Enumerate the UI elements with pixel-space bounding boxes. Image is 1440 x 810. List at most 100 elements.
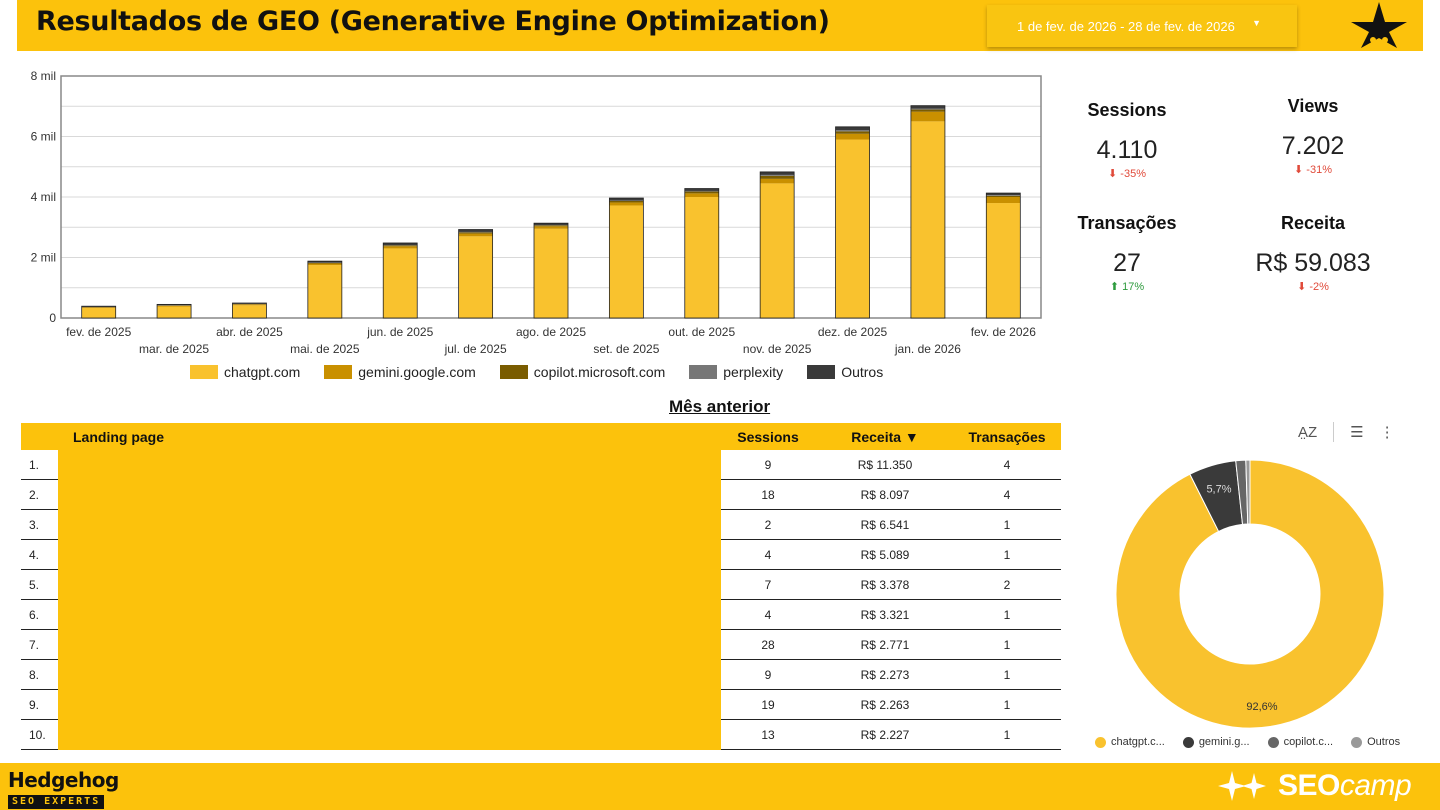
bar-segment-perplexity[interactable]: [835, 130, 870, 132]
bar-segment-gemini[interactable]: [81, 307, 116, 309]
bar-segment-copilot[interactable]: [609, 200, 644, 203]
table-row[interactable]: 4. 4 R$ 5.089 1: [21, 540, 1061, 570]
table-row[interactable]: 6. 4 R$ 3.321 1: [21, 600, 1061, 630]
bar-segment-gemini[interactable]: [835, 133, 870, 140]
bar-segment-gemini[interactable]: [383, 246, 418, 249]
bar-segment-copilot[interactable]: [986, 195, 1021, 197]
bar-segment-chatgpt[interactable]: [307, 265, 342, 318]
bar-segment-outros[interactable]: [534, 223, 568, 225]
table-row[interactable]: 10. 13 R$ 2.227 1: [21, 720, 1061, 750]
more-vert-icon[interactable]: ⋮: [1379, 424, 1395, 441]
legend-item-chatgpt[interactable]: chatgpt.com: [190, 364, 300, 380]
bar-segment-gemini[interactable]: [986, 197, 1021, 204]
donut-legend-dot-outros: [1351, 736, 1363, 748]
kpi-views-delta: ⬇ -31%: [1294, 164, 1332, 176]
legend-item-gemini[interactable]: gemini.google.com: [324, 364, 476, 380]
bar-segment-chatgpt[interactable]: [835, 139, 870, 318]
bar-segment-chatgpt[interactable]: [81, 308, 116, 318]
table-row[interactable]: 8. 9 R$ 2.273 1: [21, 660, 1061, 690]
bar-segment-gemini[interactable]: [157, 305, 192, 307]
row-receita: R$ 2.771: [860, 638, 910, 652]
column-header-transacoes[interactable]: Transações: [968, 429, 1046, 445]
donut-legend-item-gemini[interactable]: gemini.g...: [1182, 736, 1250, 748]
table-row[interactable]: 9. 19 R$ 2.263 1: [21, 690, 1061, 720]
bar-segment-outros[interactable]: [307, 261, 342, 263]
date-range-text: 1 de fev. de 2026 - 28 de fev. de 2026: [1017, 18, 1235, 34]
legend-item-copilot[interactable]: copilot.microsoft.com: [499, 364, 665, 380]
bar-segment-gemini[interactable]: [684, 193, 719, 197]
bar-segment-gemini[interactable]: [307, 263, 342, 266]
bar-outline: [458, 229, 494, 319]
bar-segment-outros[interactable]: [835, 126, 870, 131]
bar-segment-chatgpt[interactable]: [232, 305, 267, 318]
bar-segment-chatgpt[interactable]: [760, 183, 795, 318]
bar-segment-gemini[interactable]: [910, 111, 945, 122]
table-row[interactable]: 7. 28 R$ 2.771 1: [21, 630, 1061, 660]
table-row[interactable]: 5. 7 R$ 3.378 2: [21, 570, 1061, 600]
row-rank: 2.: [29, 488, 40, 502]
bar-segment-gemini[interactable]: [760, 178, 795, 184]
column-header-landing-page[interactable]: Landing page: [73, 429, 164, 445]
kpi-sessions-label: Sessions: [1087, 100, 1167, 120]
bar-segment-perplexity[interactable]: [684, 190, 719, 192]
legend-item-perplexity[interactable]: perplexity: [689, 364, 783, 380]
sort-az-icon[interactable]: A̤Z: [1298, 423, 1318, 441]
bar-segment-chatgpt[interactable]: [910, 121, 945, 318]
bar-segment-copilot[interactable]: [383, 245, 418, 247]
bar-segment-outros[interactable]: [910, 105, 945, 109]
row-sessions: 9: [764, 458, 772, 472]
bar-segment-chatgpt[interactable]: [383, 248, 418, 318]
bar-segment-gemini[interactable]: [458, 233, 493, 237]
filter-icon[interactable]: ☰: [1350, 424, 1364, 441]
date-range-picker[interactable]: 1 de fev. de 2026 - 28 de fev. de 2026 ▼: [987, 5, 1297, 47]
row-sessions: 28: [761, 638, 775, 652]
kpi-transacoes-label: Transações: [1077, 213, 1177, 233]
bar-segment-copilot[interactable]: [458, 232, 493, 234]
landing-page-masked-cell: [58, 480, 721, 510]
donut-slice-label: 5,7%: [1206, 483, 1231, 495]
table-row[interactable]: 3. 2 R$ 6.541 1: [21, 510, 1061, 540]
bar-segment-chatgpt[interactable]: [684, 197, 719, 318]
bar-segment-chatgpt[interactable]: [458, 236, 493, 318]
seocamp-logo: SEOcamp: [1218, 769, 1412, 803]
bar-segment-outros[interactable]: [986, 193, 1021, 196]
x-tick-label: jan. de 2026: [894, 342, 961, 356]
bar-segment-copilot[interactable]: [760, 175, 795, 179]
row-receita: R$ 2.273: [860, 668, 910, 682]
donut-slice-chatgpt[interactable]: [1115, 459, 1385, 729]
column-header-sessions[interactable]: Sessions: [737, 429, 799, 445]
bar-segment-perplexity[interactable]: [910, 108, 945, 110]
bar-segment-outros[interactable]: [383, 242, 418, 246]
bar-segment-outros[interactable]: [609, 198, 644, 201]
bar-segment-outros[interactable]: [684, 188, 719, 191]
bar-segment-chatgpt[interactable]: [157, 306, 192, 318]
donut-legend-item-outros[interactable]: Outros: [1351, 736, 1400, 748]
donut-legend-item-chatgpt[interactable]: chatgpt.c...: [1095, 736, 1165, 748]
bar-segment-copilot[interactable]: [835, 131, 870, 134]
bar-segment-perplexity[interactable]: [986, 195, 1021, 196]
table-row[interactable]: 1. 9 R$ 11.350 4: [21, 450, 1061, 480]
legend-item-outros[interactable]: Outros: [807, 364, 883, 380]
x-tick-label: mar. de 2025: [139, 342, 209, 356]
bar-segment-outros[interactable]: [458, 229, 493, 232]
bar-segment-gemini[interactable]: [232, 304, 267, 306]
row-sessions: 19: [761, 698, 775, 712]
column-header-receita[interactable]: Receita ▼: [851, 429, 919, 445]
bar-segment-copilot[interactable]: [307, 262, 342, 264]
bar-segment-outros[interactable]: [760, 171, 795, 175]
bar-segment-gemini[interactable]: [609, 202, 644, 206]
bar-segment-copilot[interactable]: [910, 109, 945, 112]
bar-segment-chatgpt[interactable]: [534, 228, 568, 318]
bar-segment-copilot[interactable]: [684, 191, 719, 194]
bar-segment-outros[interactable]: [232, 303, 267, 304]
bar-segment-chatgpt[interactable]: [609, 205, 644, 318]
bar-segment-perplexity[interactable]: [760, 174, 795, 176]
donut-legend-item-copilot[interactable]: copilot.c...: [1267, 736, 1333, 748]
bar-segment-outros[interactable]: [157, 304, 192, 306]
donut-slice-outros[interactable]: [1245, 459, 1251, 525]
table-row[interactable]: 2. 18 R$ 8.097 4: [21, 480, 1061, 510]
landing-page-masked-cell: [58, 540, 721, 570]
bar-segment-gemini[interactable]: [534, 226, 568, 229]
bar-segment-chatgpt[interactable]: [986, 203, 1021, 318]
bar-segment-copilot[interactable]: [534, 225, 568, 227]
